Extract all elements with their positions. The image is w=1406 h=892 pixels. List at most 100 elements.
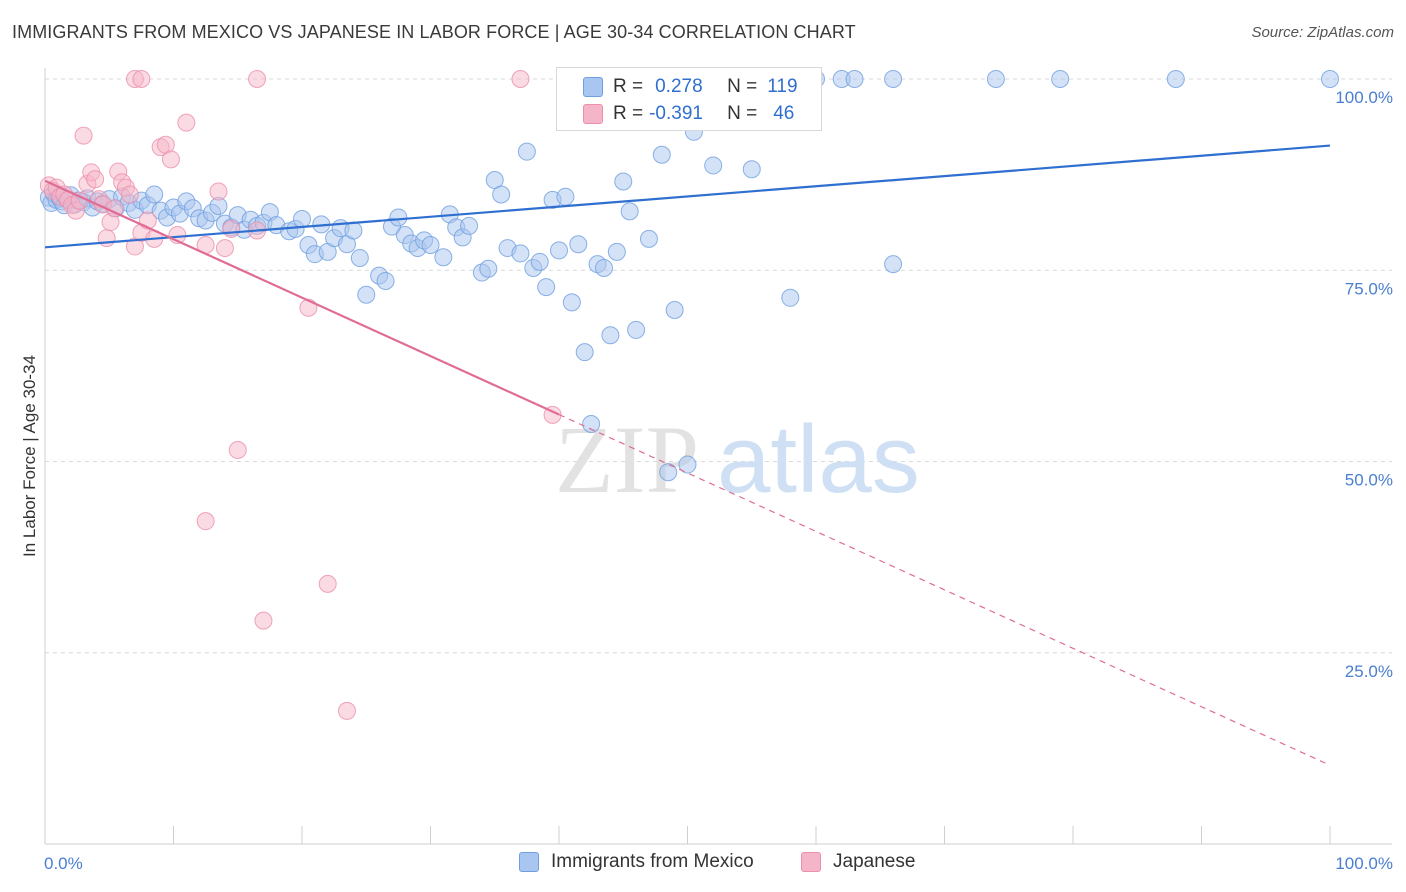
x-tick-label: 100.0% [1335, 854, 1393, 873]
data-point [594, 258, 613, 277]
y-tick-label: 100.0% [1335, 88, 1393, 107]
data-point [74, 126, 93, 145]
data-point [357, 285, 376, 304]
data-point [562, 293, 581, 312]
legend-swatch-mexico [583, 77, 603, 97]
legend-swatch-japanese [801, 852, 821, 872]
series-japanese-points [39, 70, 562, 720]
data-point [177, 113, 196, 132]
data-point [582, 415, 601, 434]
data-point [1321, 70, 1339, 88]
data-point [120, 185, 139, 204]
data-point [293, 209, 311, 228]
data-point [537, 278, 556, 297]
legend-row-mexico: R = 0.278 N = 119 [557, 73, 798, 101]
data-point [627, 320, 646, 339]
y-axis-label: In Labor Force | Age 30-34 [20, 355, 39, 557]
legend-n-label: N = [727, 76, 758, 97]
legend-label-mexico: Immigrants from Mexico [551, 851, 754, 872]
legend-r-label: R = [613, 103, 644, 124]
trend-line-extension [558, 413, 1331, 766]
trend-line [44, 179, 560, 416]
data-point [376, 271, 395, 290]
y-tick-label: 50.0% [1345, 471, 1393, 490]
legend-n-value: 46 [773, 103, 795, 124]
data-point [222, 219, 241, 238]
legend-row-japanese: R = -0.391 N = 46 [557, 100, 794, 128]
data-point [511, 244, 530, 263]
data-point [601, 326, 620, 345]
watermark: ZIP atlas [555, 406, 920, 513]
data-point [209, 182, 228, 201]
trend-line [44, 144, 1331, 249]
data-point [639, 229, 658, 248]
data-point [337, 701, 356, 720]
data-point [479, 259, 498, 278]
data-point [86, 170, 105, 189]
data-point [196, 512, 215, 531]
watermark-atlas: atlas [717, 406, 920, 513]
data-point [161, 150, 180, 169]
data-point [742, 160, 761, 179]
data-point [145, 185, 164, 204]
y-tick-label: 25.0% [1345, 662, 1393, 681]
data-point [704, 156, 723, 175]
data-point [344, 221, 363, 240]
legend-item-japanese[interactable]: Japanese [801, 851, 915, 873]
chart-title: IMMIGRANTS FROM MEXICO VS JAPANESE IN LA… [12, 22, 856, 42]
legend-swatch-japanese [583, 104, 603, 124]
data-point [254, 611, 273, 630]
data-point [678, 455, 697, 474]
data-point [460, 216, 479, 235]
data-point [318, 574, 337, 593]
data-point [530, 252, 549, 271]
data-point [986, 70, 1005, 88]
data-point [228, 441, 247, 460]
source-label: Source: ZipAtlas.com [1251, 24, 1394, 41]
data-point [550, 241, 568, 260]
data-point [248, 70, 267, 88]
x-tick-label: 0.0% [44, 854, 83, 873]
data-point [884, 70, 903, 88]
tick-labels: 25.0% 50.0% 75.0% 100.0% 0.0% 100.0% [44, 88, 1393, 873]
data-point [884, 255, 903, 274]
data-point [421, 236, 440, 255]
data-point [492, 185, 511, 204]
data-point [299, 298, 318, 317]
data-point [350, 249, 369, 268]
watermark-zip: ZIP [555, 406, 699, 513]
data-point [575, 343, 594, 362]
stats-legend: R = 0.278 N = 119 R = -0.391 N = 46 [556, 67, 822, 131]
data-point [614, 172, 633, 191]
data-point [1051, 70, 1070, 88]
data-point [434, 248, 453, 267]
series-legend: Immigrants from Mexico Japanese [0, 851, 1406, 877]
legend-n-value: 119 [767, 76, 798, 97]
data-point [607, 242, 626, 261]
legend-r-value: 0.278 [655, 76, 703, 97]
legend-label-japanese: Japanese [833, 851, 916, 872]
data-point [620, 202, 639, 221]
data-point [569, 235, 588, 254]
data-point [665, 301, 684, 320]
data-point [511, 70, 530, 88]
trend-lines [44, 144, 1331, 766]
legend-swatch-mexico [519, 852, 539, 872]
data-point [652, 145, 671, 164]
data-point [97, 229, 116, 248]
data-point [389, 208, 408, 227]
legend-r-value: -0.391 [649, 103, 703, 124]
y-tick-label: 75.0% [1345, 279, 1393, 298]
legend-item-mexico[interactable]: Immigrants from Mexico [519, 851, 754, 873]
data-point [556, 187, 575, 206]
data-point [132, 70, 151, 88]
data-point [517, 142, 536, 161]
legend-r-label: R = [613, 76, 644, 97]
data-point [845, 70, 864, 88]
data-point [1166, 70, 1185, 88]
axes [44, 68, 1392, 845]
data-point [659, 463, 678, 482]
data-point [781, 288, 800, 307]
data-point [215, 239, 234, 258]
